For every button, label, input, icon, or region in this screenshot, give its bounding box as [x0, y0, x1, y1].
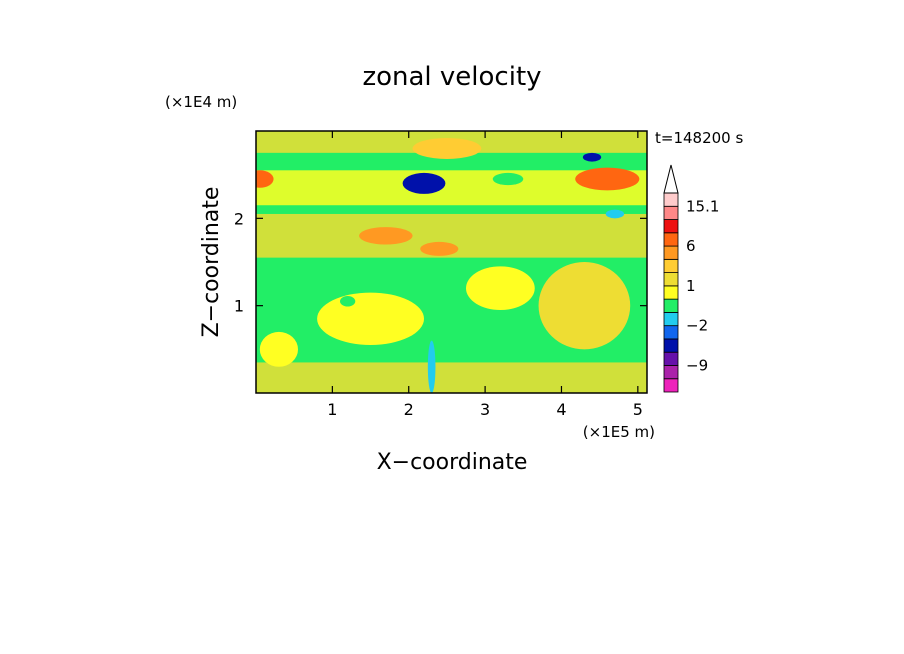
x-axis-ticks: 1 2 3 4 5: [327, 131, 643, 419]
x-tick-label: 5: [633, 400, 643, 419]
field-feature: [420, 241, 459, 256]
colorbar: 15.1 6 1 −2 −9: [663, 164, 719, 393]
x-tick-label: 1: [327, 400, 337, 419]
field-feature: [359, 227, 413, 245]
x-axis-label: X−coordinate: [377, 450, 528, 475]
x-tick-label: 3: [480, 400, 490, 419]
plot-frame: [255, 130, 648, 394]
x-tick-label: 4: [556, 400, 566, 419]
time-label: t=148200 s: [655, 129, 743, 147]
colorbar-swatch: [663, 365, 679, 380]
field-feature: [340, 296, 356, 307]
field-feature: [492, 172, 524, 186]
colorbar-swatch: [663, 285, 679, 300]
field-feature: [605, 209, 625, 219]
colorbar-swatch: [663, 272, 679, 287]
y-tick-label: 1: [234, 297, 244, 316]
y-axis-label: Z−coordinate: [199, 187, 224, 338]
field-feature: [466, 266, 535, 311]
field-band: [256, 362, 647, 393]
colorbar-swatch: [663, 232, 679, 247]
field-feature: [259, 331, 299, 367]
colorbar-tick-label: 6: [686, 237, 696, 255]
y-axis-ticks: 12: [234, 209, 647, 316]
colorbar-swatch: [663, 378, 679, 393]
colorbar-swatch: [663, 298, 679, 313]
colorbar-swatch: [663, 311, 679, 327]
colorbar-swatch: [663, 219, 679, 234]
field-feature: [412, 137, 482, 159]
colorbar-tick-label: 1: [686, 277, 696, 295]
colorbar-swatch: [663, 245, 679, 260]
x-tick-label: 2: [404, 400, 414, 419]
y-unit-label: (×1E4 m): [165, 93, 237, 111]
x-unit-label: (×1E5 m): [583, 423, 655, 441]
field-feature: [582, 152, 602, 162]
field-feature: [575, 167, 640, 191]
field-feature: [317, 292, 425, 345]
velocity-field: [256, 131, 647, 393]
colorbar-swatch: [663, 325, 679, 340]
field-feature: [256, 170, 274, 188]
colorbar-tick-label: −2: [686, 317, 708, 335]
chart-title: zonal velocity: [362, 62, 541, 92]
colorbar-swatch: [663, 192, 679, 207]
colorbar-tick-label: −9: [686, 356, 708, 374]
colorbar-swatch: [663, 351, 679, 366]
colorbar-tick-label: 15.1: [686, 197, 719, 215]
field-feature: [427, 340, 436, 393]
colorbar-swatch: [663, 258, 679, 274]
colorbar-swatch: [663, 338, 679, 353]
y-tick-label: 2: [234, 209, 244, 228]
colorbar-extend-arrow: [663, 164, 679, 194]
colorbar-swatch: [663, 205, 679, 220]
field-feature: [538, 262, 631, 350]
field-feature: [402, 172, 446, 194]
